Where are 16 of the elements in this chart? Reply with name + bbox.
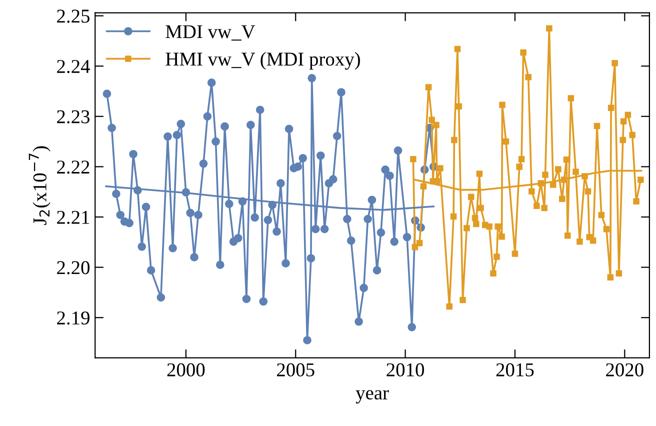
y-tick-label: 2.23 [57, 110, 90, 124]
x-axis-title: year [356, 390, 389, 404]
y-tick-label: 2.20 [57, 261, 90, 274]
y-axis-title: J$_{2}$(x10$^{−7}$) [28, 146, 50, 225]
x-tick-label: 2015 [496, 363, 534, 376]
y-tick-label: 2.19 [57, 311, 90, 325]
y-tick-label: 2.21 [57, 210, 90, 224]
y-tick-label: 2.25 [57, 10, 90, 23]
legend-label: MDI vw_V [166, 25, 256, 41]
legend-label: HMI vw_V (MDI proxy) [166, 52, 360, 70]
x-tick-label: 2005 [277, 363, 314, 376]
y-tick-label: 2.24 [57, 60, 90, 74]
x-tick-label: 2010 [386, 363, 424, 376]
x-tick-label: 2000 [167, 363, 205, 376]
y-tick-label: 2.22 [57, 160, 90, 174]
x-tick-label: 2020 [606, 363, 644, 376]
